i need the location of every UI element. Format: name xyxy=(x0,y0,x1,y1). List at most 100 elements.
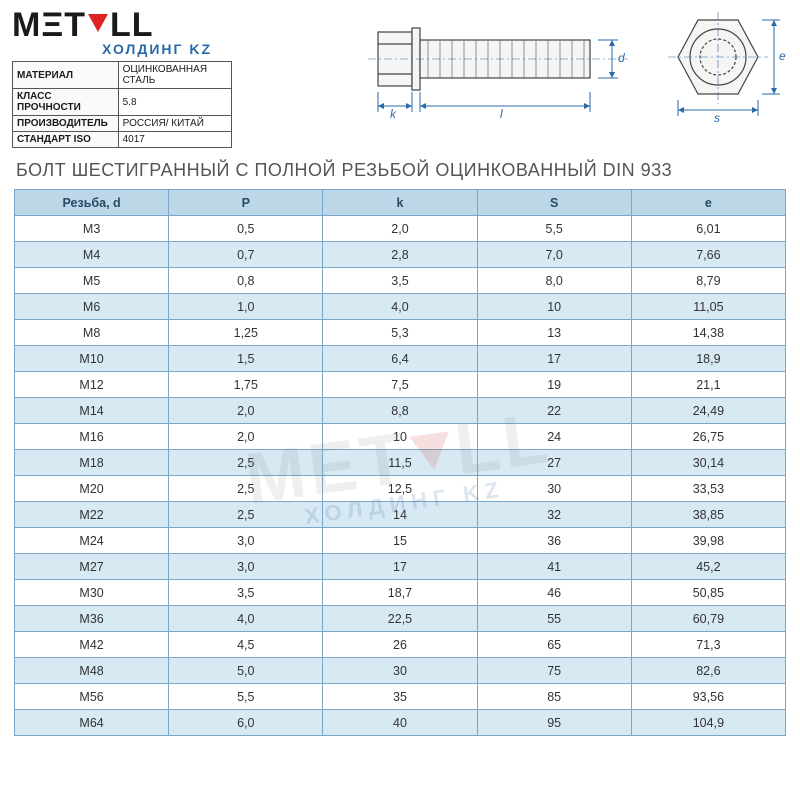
table-cell: 26 xyxy=(323,632,477,658)
table-cell: 3,5 xyxy=(169,580,323,606)
table-cell: 1,0 xyxy=(169,294,323,320)
table-cell: 19 xyxy=(477,372,631,398)
table-cell: M14 xyxy=(15,398,169,424)
table-cell: 8,79 xyxy=(631,268,785,294)
table-header: P xyxy=(169,190,323,216)
table-cell: 14 xyxy=(323,502,477,528)
table-row: M142,08,82224,49 xyxy=(15,398,786,424)
table-cell: M18 xyxy=(15,450,169,476)
table-cell: 36 xyxy=(477,528,631,554)
table-cell: 1,5 xyxy=(169,346,323,372)
table-cell: M27 xyxy=(15,554,169,580)
table-cell: 2,0 xyxy=(323,216,477,242)
table-cell: 30 xyxy=(323,658,477,684)
diagrams: d k l xyxy=(222,6,788,122)
logo-text-m: M xyxy=(12,6,41,45)
table-header: e xyxy=(631,190,785,216)
table-row: M303,518,74650,85 xyxy=(15,580,786,606)
table-cell: M16 xyxy=(15,424,169,450)
table-cell: 0,8 xyxy=(169,268,323,294)
table-cell: 60,79 xyxy=(631,606,785,632)
table-row: M50,83,58,08,79 xyxy=(15,268,786,294)
table-cell: 33,53 xyxy=(631,476,785,502)
table-cell: 12,5 xyxy=(323,476,477,502)
table-cell: 1,25 xyxy=(169,320,323,346)
table-cell: 13 xyxy=(477,320,631,346)
spec-label: МАТЕРИАЛ xyxy=(13,62,119,89)
page-title: БОЛТ ШЕСТИГРАННЫЙ С ПОЛНОЙ РЕЗЬБОЙ ОЦИНК… xyxy=(0,148,800,189)
table-cell: 30,14 xyxy=(631,450,785,476)
header-row: M Ξ T LL ХОЛДИНГ KZ МАТЕРИАЛОЦИНКОВАННАЯ… xyxy=(0,0,800,148)
table-cell: M56 xyxy=(15,684,169,710)
dim-d-label: d xyxy=(618,51,625,65)
table-cell: 55 xyxy=(477,606,631,632)
dim-s-label: s xyxy=(714,111,720,125)
table-cell: 3,0 xyxy=(169,554,323,580)
table-cell: 8,8 xyxy=(323,398,477,424)
table-cell: 5,5 xyxy=(169,684,323,710)
spec-value: ОЦИНКОВАННАЯ СТАЛЬ xyxy=(118,62,231,89)
table-cell: 15 xyxy=(323,528,477,554)
table-cell: 50,85 xyxy=(631,580,785,606)
table-cell: M36 xyxy=(15,606,169,632)
table-cell: M22 xyxy=(15,502,169,528)
table-cell: M4 xyxy=(15,242,169,268)
spec-row: СТАНДАРТ ISO4017 xyxy=(13,132,232,148)
table-cell: 4,0 xyxy=(323,294,477,320)
logo-text-t: T xyxy=(64,6,86,45)
table-cell: 32 xyxy=(477,502,631,528)
table-cell: 26,75 xyxy=(631,424,785,450)
logo-text-e: Ξ xyxy=(41,6,64,45)
table-row: M101,56,41718,9 xyxy=(15,346,786,372)
table-cell: M8 xyxy=(15,320,169,346)
table-cell: M48 xyxy=(15,658,169,684)
spec-row: ПРОИЗВОДИТЕЛЬРОССИЯ/ КИТАЙ xyxy=(13,116,232,132)
spec-value: РОССИЯ/ КИТАЙ xyxy=(118,116,231,132)
table-cell: 18,9 xyxy=(631,346,785,372)
table-cell: 2,5 xyxy=(169,502,323,528)
spec-label: КЛАСС ПРОЧНОСТИ xyxy=(13,89,119,116)
table-row: M81,255,31314,38 xyxy=(15,320,786,346)
table-cell: 7,66 xyxy=(631,242,785,268)
table-cell: M6 xyxy=(15,294,169,320)
spec-label: ПРОИЗВОДИТЕЛЬ xyxy=(13,116,119,132)
table-cell: 7,5 xyxy=(323,372,477,398)
table-cell: M30 xyxy=(15,580,169,606)
table-cell: 4,5 xyxy=(169,632,323,658)
table-cell: 11,5 xyxy=(323,450,477,476)
table-cell: 45,2 xyxy=(631,554,785,580)
table-cell: 39,98 xyxy=(631,528,785,554)
logo-caret-icon xyxy=(88,14,108,32)
table-cell: 104,9 xyxy=(631,710,785,736)
table-cell: 22 xyxy=(477,398,631,424)
table-cell: 3,0 xyxy=(169,528,323,554)
table-cell: 75 xyxy=(477,658,631,684)
table-cell: M12 xyxy=(15,372,169,398)
logo-text-ll: LL xyxy=(110,6,154,45)
table-cell: M10 xyxy=(15,346,169,372)
table-cell: 24,49 xyxy=(631,398,785,424)
table-row: M162,0102426,75 xyxy=(15,424,786,450)
table-cell: M20 xyxy=(15,476,169,502)
table-cell: 2,5 xyxy=(169,450,323,476)
table-cell: 40 xyxy=(323,710,477,736)
table-cell: 6,01 xyxy=(631,216,785,242)
table-cell: 30 xyxy=(477,476,631,502)
spec-row: КЛАСС ПРОЧНОСТИ5.8 xyxy=(13,89,232,116)
table-row: M182,511,52730,14 xyxy=(15,450,786,476)
table-row: M121,757,51921,1 xyxy=(15,372,786,398)
table-cell: 2,8 xyxy=(323,242,477,268)
table-cell: 7,0 xyxy=(477,242,631,268)
table-cell: 71,3 xyxy=(631,632,785,658)
dim-k-label: k xyxy=(390,107,397,121)
table-cell: 95 xyxy=(477,710,631,736)
data-table: Резьба, dPkSe M30,52,05,56,01M40,72,87,0… xyxy=(14,189,786,736)
table-row: M646,04095104,9 xyxy=(15,710,786,736)
table-cell: 0,7 xyxy=(169,242,323,268)
table-cell: 14,38 xyxy=(631,320,785,346)
dim-l-label: l xyxy=(500,107,503,121)
table-cell: 17 xyxy=(323,554,477,580)
table-cell: 8,0 xyxy=(477,268,631,294)
spec-value: 5.8 xyxy=(118,89,231,116)
spec-row: МАТЕРИАЛОЦИНКОВАННАЯ СТАЛЬ xyxy=(13,62,232,89)
